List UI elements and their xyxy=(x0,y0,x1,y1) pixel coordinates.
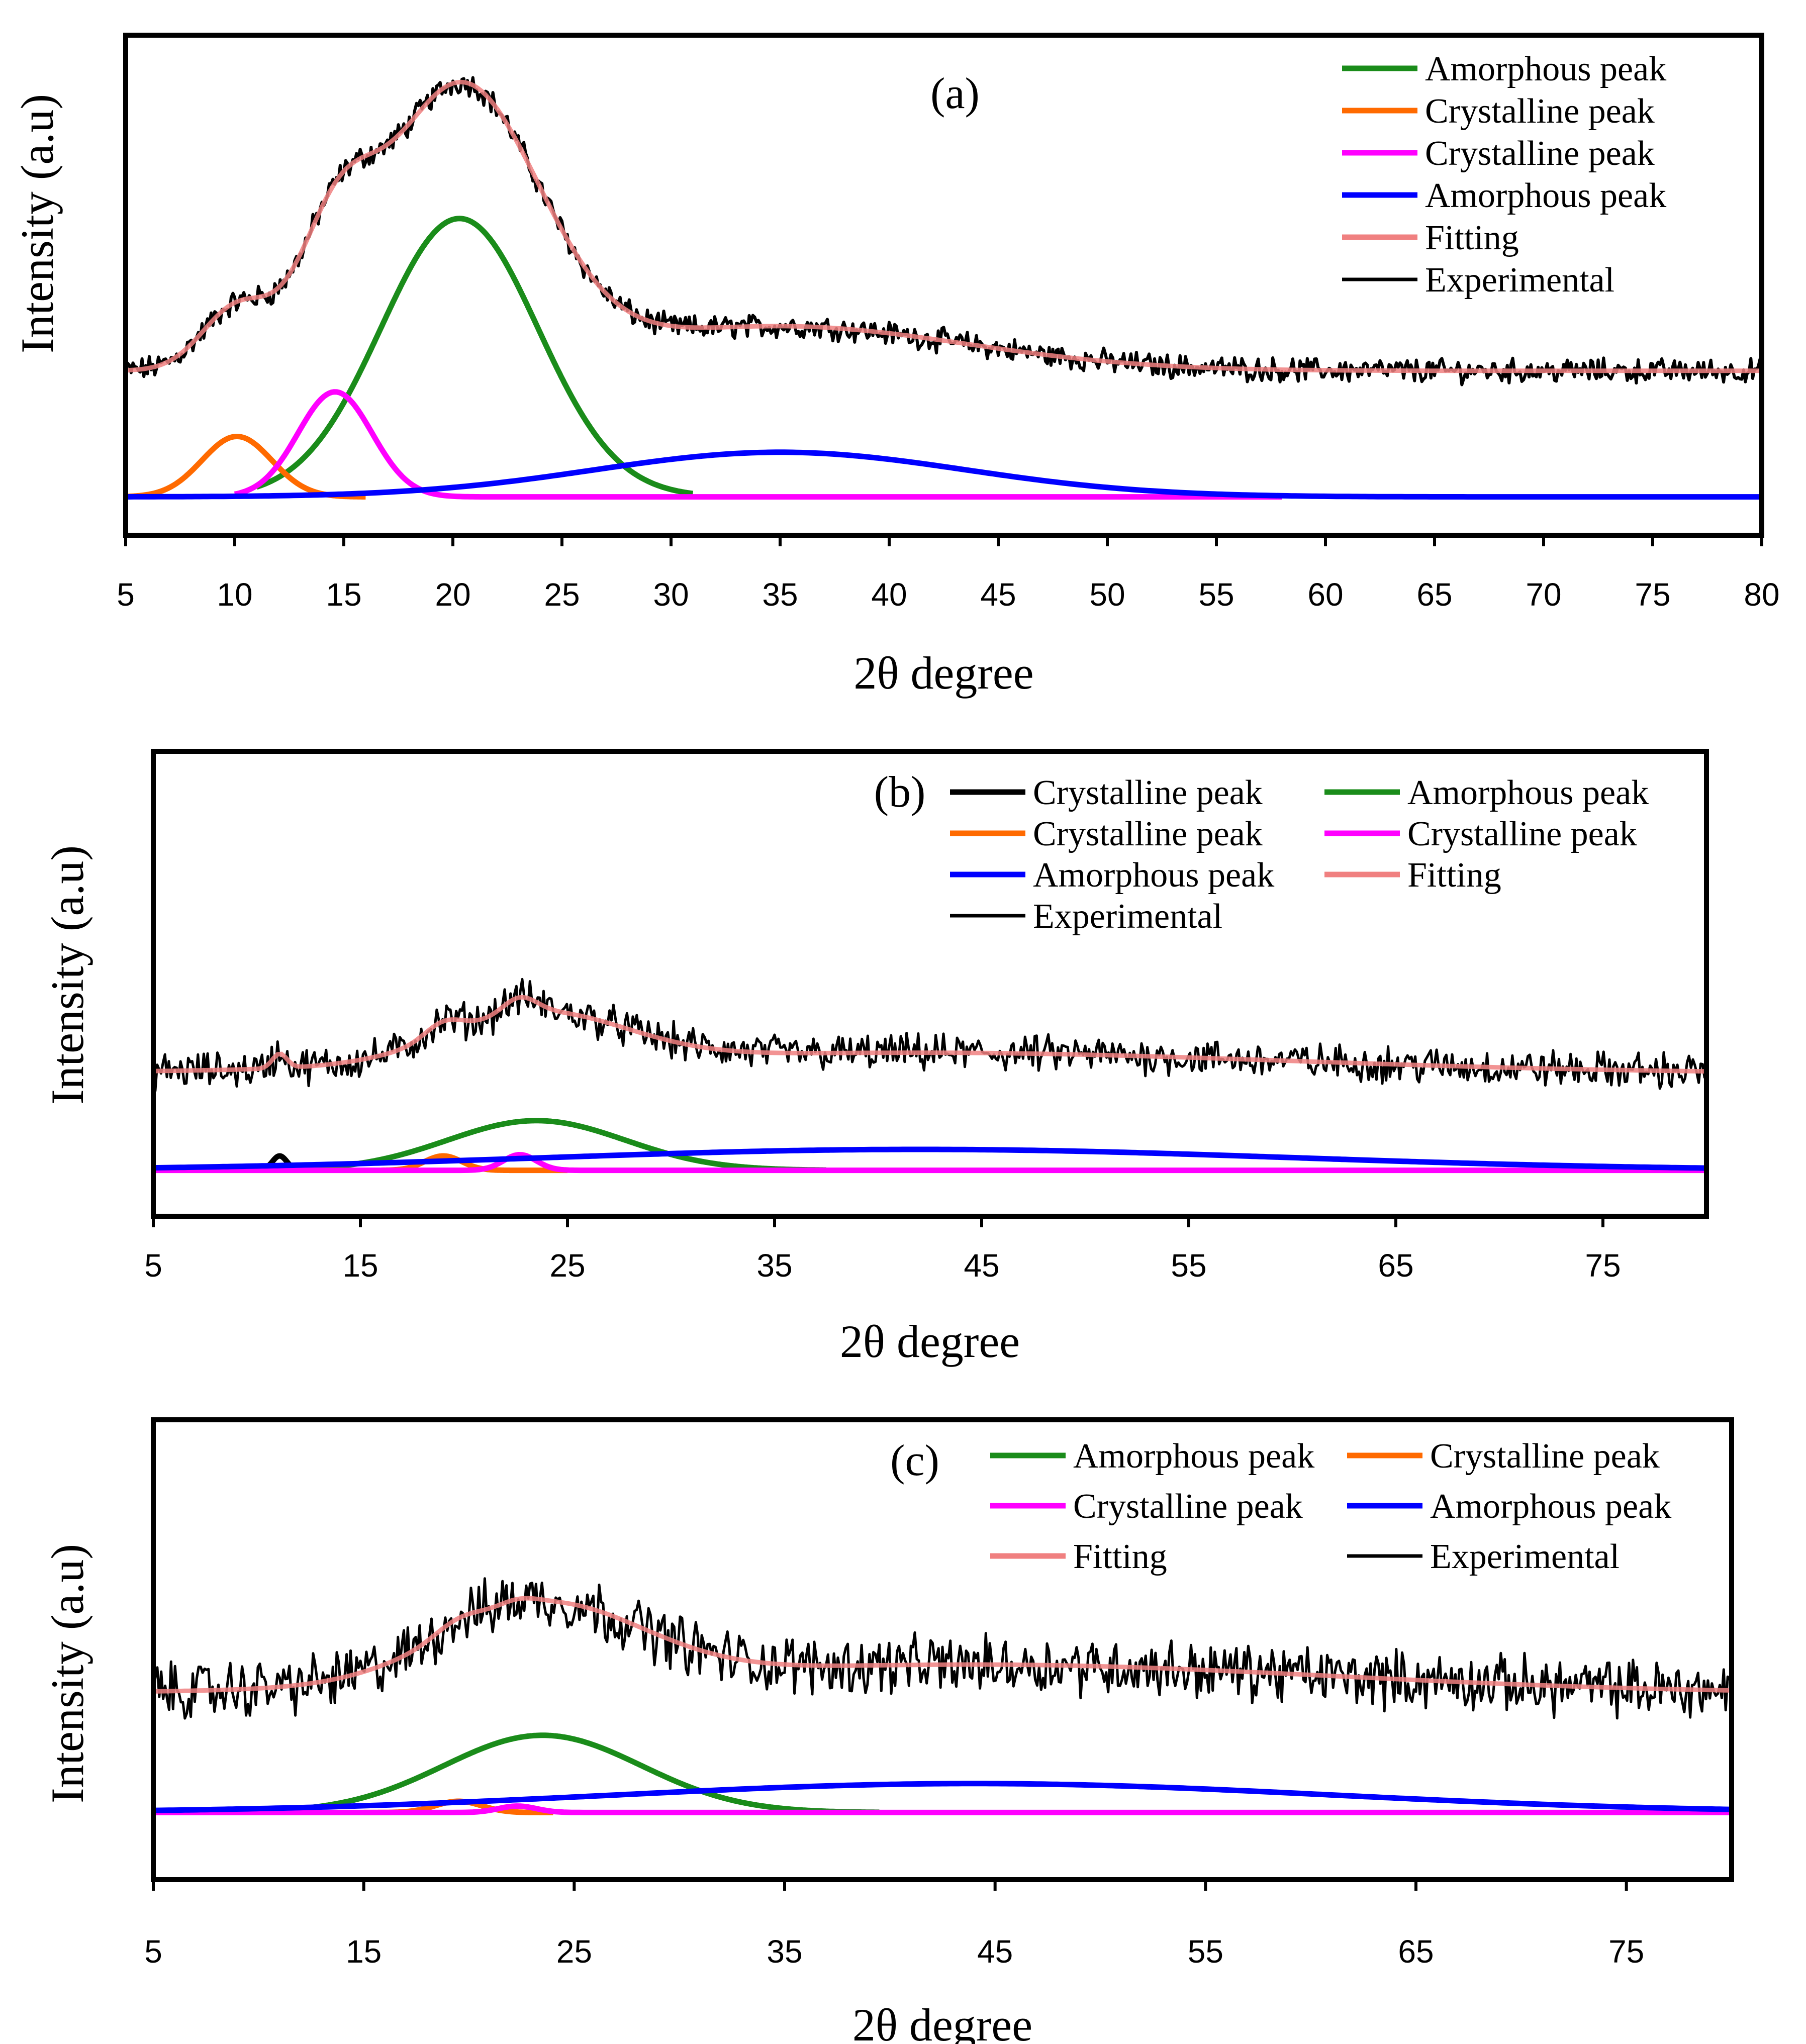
x-tick-label: 20 xyxy=(435,576,470,613)
legend: Amorphous peak Crystalline peak Crystallin… xyxy=(990,1437,1671,1576)
legend-label: Experimental xyxy=(1425,261,1614,300)
x-tick-label: 30 xyxy=(653,576,689,613)
x-tick-label: 15 xyxy=(326,576,361,613)
series-crystalline-peak-3 xyxy=(153,1152,1706,1174)
x-tick-label: 55 xyxy=(1188,1933,1223,1970)
x-tick-label: 45 xyxy=(977,1933,1013,1970)
legend-label: Fitting xyxy=(1407,856,1501,895)
panel-label: (b) xyxy=(874,768,926,817)
plot-frame xyxy=(151,749,1709,1219)
x-tick-label: 45 xyxy=(980,576,1016,613)
legend-label: Crystalline peak xyxy=(1430,1437,1660,1476)
x-tick-label: 75 xyxy=(1585,1247,1621,1284)
plot-area xyxy=(153,978,1706,1174)
series-crystalline-peak-2 xyxy=(234,389,1282,500)
legend-label: Crystalline peak xyxy=(1033,815,1263,853)
plot-area xyxy=(126,76,1762,500)
x-tick-label: 15 xyxy=(346,1933,382,1970)
x-tick-label: 65 xyxy=(1398,1933,1434,1970)
series-crystalline-peak-2 xyxy=(378,1153,570,1174)
x-tick-label: 15 xyxy=(342,1247,378,1284)
x-tick-label: 55 xyxy=(1171,1247,1206,1284)
y-axis-label: Intensity (a.u) xyxy=(12,94,63,353)
x-tick-label: 75 xyxy=(1608,1933,1644,1970)
x-tick-label: 35 xyxy=(762,576,798,613)
series-amorphous-peak-3 xyxy=(126,449,1762,500)
x-tick-label: 5 xyxy=(117,576,135,613)
series-amorphous-peak-4 xyxy=(153,1146,1706,1171)
legend: Crystalline peak Amorphous peakCrystallin… xyxy=(950,773,1649,936)
legend-label: Amorphous peak xyxy=(1073,1437,1314,1476)
x-tick-label: 65 xyxy=(1378,1247,1413,1284)
x-tick-label: 65 xyxy=(1416,576,1452,613)
legend-label: Amorphous peak xyxy=(1425,176,1666,215)
series-amorphous-peak-0 xyxy=(255,216,695,497)
x-tick-label: 25 xyxy=(544,576,580,613)
x-tick-label: 45 xyxy=(964,1247,999,1284)
legend-label: Amorphous peak xyxy=(1430,1487,1671,1526)
chart-panel-3: 5 15 25 35 45 55 65 75 2θ degree Intensity (a.u) (… xyxy=(42,1417,1734,2044)
legend-label: Amorphous peak xyxy=(1407,773,1649,812)
series-experimental xyxy=(153,1577,1732,1720)
series-fitting xyxy=(126,79,1762,373)
chart-panel-1: 5 10 15 20 25 30 35 40 45 50 55 60 65 70 75 80 2θ degree… xyxy=(12,33,1780,699)
x-tick-label: 40 xyxy=(871,576,907,613)
x-axis-label: 2θ degree xyxy=(853,647,1033,699)
x-tick-label: 35 xyxy=(756,1247,792,1284)
x-tick-label: 60 xyxy=(1307,576,1343,613)
legend-label: Amorphous peak xyxy=(1033,856,1274,895)
series-amorphous-peak-1 xyxy=(297,1118,828,1173)
legend-label: Crystalline peak xyxy=(1033,773,1263,812)
x-tick-label: 10 xyxy=(217,576,252,613)
legend-label: Fitting xyxy=(1073,1537,1167,1576)
x-tick-label: 5 xyxy=(144,1933,162,1970)
series-fitting xyxy=(153,1596,1732,1694)
legend-label: Experimental xyxy=(1033,897,1222,936)
x-tick-label: 70 xyxy=(1526,576,1561,613)
x-tick-label: 55 xyxy=(1198,576,1234,613)
panel-label: (c) xyxy=(890,1436,939,1485)
legend-label: Experimental xyxy=(1430,1537,1620,1576)
legend-label: Fitting xyxy=(1425,219,1519,257)
x-tick-label: 5 xyxy=(144,1247,162,1284)
x-axis-label: 2θ degree xyxy=(852,1999,1032,2044)
x-tick-label: 50 xyxy=(1089,576,1125,613)
legend-label: Crystalline peak xyxy=(1073,1487,1303,1526)
series-amorphous-peak-3 xyxy=(153,1781,1732,1813)
x-tick-label: 25 xyxy=(556,1933,592,1970)
legend-label: Crystalline peak xyxy=(1425,92,1655,131)
y-axis-label: Intensity (a.u) xyxy=(42,845,93,1105)
chart-panel-2: 5 15 25 35 45 55 65 75 2θ degree Intensity (a.u) (… xyxy=(42,749,1709,1367)
x-tick-label: 80 xyxy=(1744,576,1779,613)
x-tick-label: 25 xyxy=(549,1247,585,1284)
series-experimental xyxy=(126,76,1762,386)
legend-label: Crystalline peak xyxy=(1407,815,1637,853)
y-axis-label: Intensity (a.u) xyxy=(42,1544,93,1803)
series-crystalline-peak-2 xyxy=(153,1803,1732,1815)
x-axis-label: 2θ degree xyxy=(840,1316,1020,1367)
plot-area xyxy=(153,1577,1732,1815)
legend-label: Crystalline peak xyxy=(1425,134,1655,173)
x-tick-label: 75 xyxy=(1635,576,1670,613)
series-fitting xyxy=(153,995,1706,1074)
plot-frame xyxy=(123,33,1764,538)
panel-label: (a) xyxy=(930,69,980,118)
x-tick-label: 35 xyxy=(767,1933,802,1970)
series-crystalline-peak-1 xyxy=(126,434,368,500)
legend-label: Amorphous peak xyxy=(1425,50,1666,88)
series-experimental xyxy=(153,978,1706,1092)
series-amorphous-peak-0 xyxy=(299,1732,881,1815)
plot-frame xyxy=(151,1417,1734,1882)
